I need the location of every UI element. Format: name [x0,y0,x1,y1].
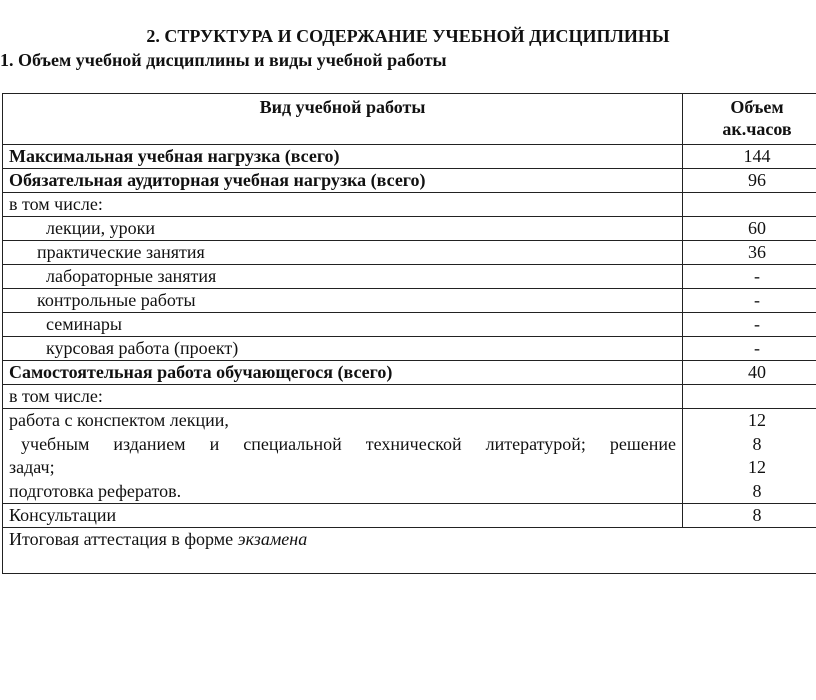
row-value: 96 [682,168,816,193]
row-value: 36 [682,240,816,265]
row-value: - [682,312,816,337]
value: 12 [748,457,766,477]
row-label: семинары [2,312,683,337]
line: подготовка рефератов. [9,480,182,501]
row-label: лабораторные занятия [2,264,683,289]
row-value: 60 [682,216,816,241]
row-label: Самостоятельная работа обучающегося (все… [2,360,683,385]
table-row-consultations: Консультации 8 [2,503,816,528]
row-value: - [682,288,816,313]
final-emphasis: экзамена [237,529,308,549]
table-row: Обязательная аудиторная учебная нагрузка… [2,168,816,193]
row-label: работа с конспектом лекции, учебным изда… [2,408,683,504]
row-label: в том числе: [2,384,683,409]
workload-table: Вид учебной работы Объем ак.часов Максима… [2,93,816,574]
row-value: 8 [682,503,816,528]
row-label: Максимальная учебная нагрузка (всего) [2,144,683,169]
row-label: Обязательная аудиторная учебная нагрузка… [2,168,683,193]
line: работа с конспектом лекции, [9,410,229,430]
table-row: практические занятия 36 [2,240,816,265]
subsection-heading: 1. Объем учебной дисциплины и виды учебн… [0,50,447,70]
row-value [682,384,816,409]
header-type: Вид учебной работы [2,93,683,145]
row-label: Консультации [2,503,683,528]
row-label: в том числе: [2,192,683,217]
line: учебным изданием и специальной техническ… [9,433,676,454]
row-value: 12 8 12 8 [682,408,816,504]
header-hours-line2: ак.часов [722,119,792,139]
table-header: Вид учебной работы Объем ак.часов [2,93,816,145]
row-value: - [682,336,816,361]
final-label: Итоговая аттестация в форме [9,529,238,549]
table-row: Самостоятельная работа обучающегося (все… [2,360,816,385]
row-label: практические занятия [2,240,683,265]
row-value [682,192,816,217]
value: 8 [752,433,762,454]
value: 12 [748,410,766,430]
section-heading: 2. СТРУКТУРА И СОДЕРЖАНИЕ УЧЕБНОЙ ДИСЦИП… [146,26,670,46]
table-row: лабораторные занятия - [2,264,816,289]
table-row: контрольные работы - [2,288,816,313]
row-label: лекции, уроки [2,216,683,241]
line: задач; [9,457,55,477]
value: 8 [752,480,762,501]
table-row: курсовая работа (проект) - [2,336,816,361]
table-row: в том числе: [2,384,816,409]
table-row: семинары - [2,312,816,337]
row-value: 40 [682,360,816,385]
header-hours: Объем ак.часов [682,93,816,145]
table-row: лекции, уроки 60 [2,216,816,241]
row-value: 144 [682,144,816,169]
table-row-self-study-items: работа с конспектом лекции, учебным изда… [2,408,816,504]
table-row-final-assessment: Итоговая аттестация в форме экзамена [2,527,816,574]
table-row: Максимальная учебная нагрузка (всего) 144 [2,144,816,169]
row-label: курсовая работа (проект) [2,336,683,361]
row-label: контрольные работы [2,288,683,313]
header-hours-line1: Объем [730,97,784,117]
row-value: - [682,264,816,289]
table-row: в том числе: [2,192,816,217]
final-assessment: Итоговая аттестация в форме экзамена [2,527,816,574]
